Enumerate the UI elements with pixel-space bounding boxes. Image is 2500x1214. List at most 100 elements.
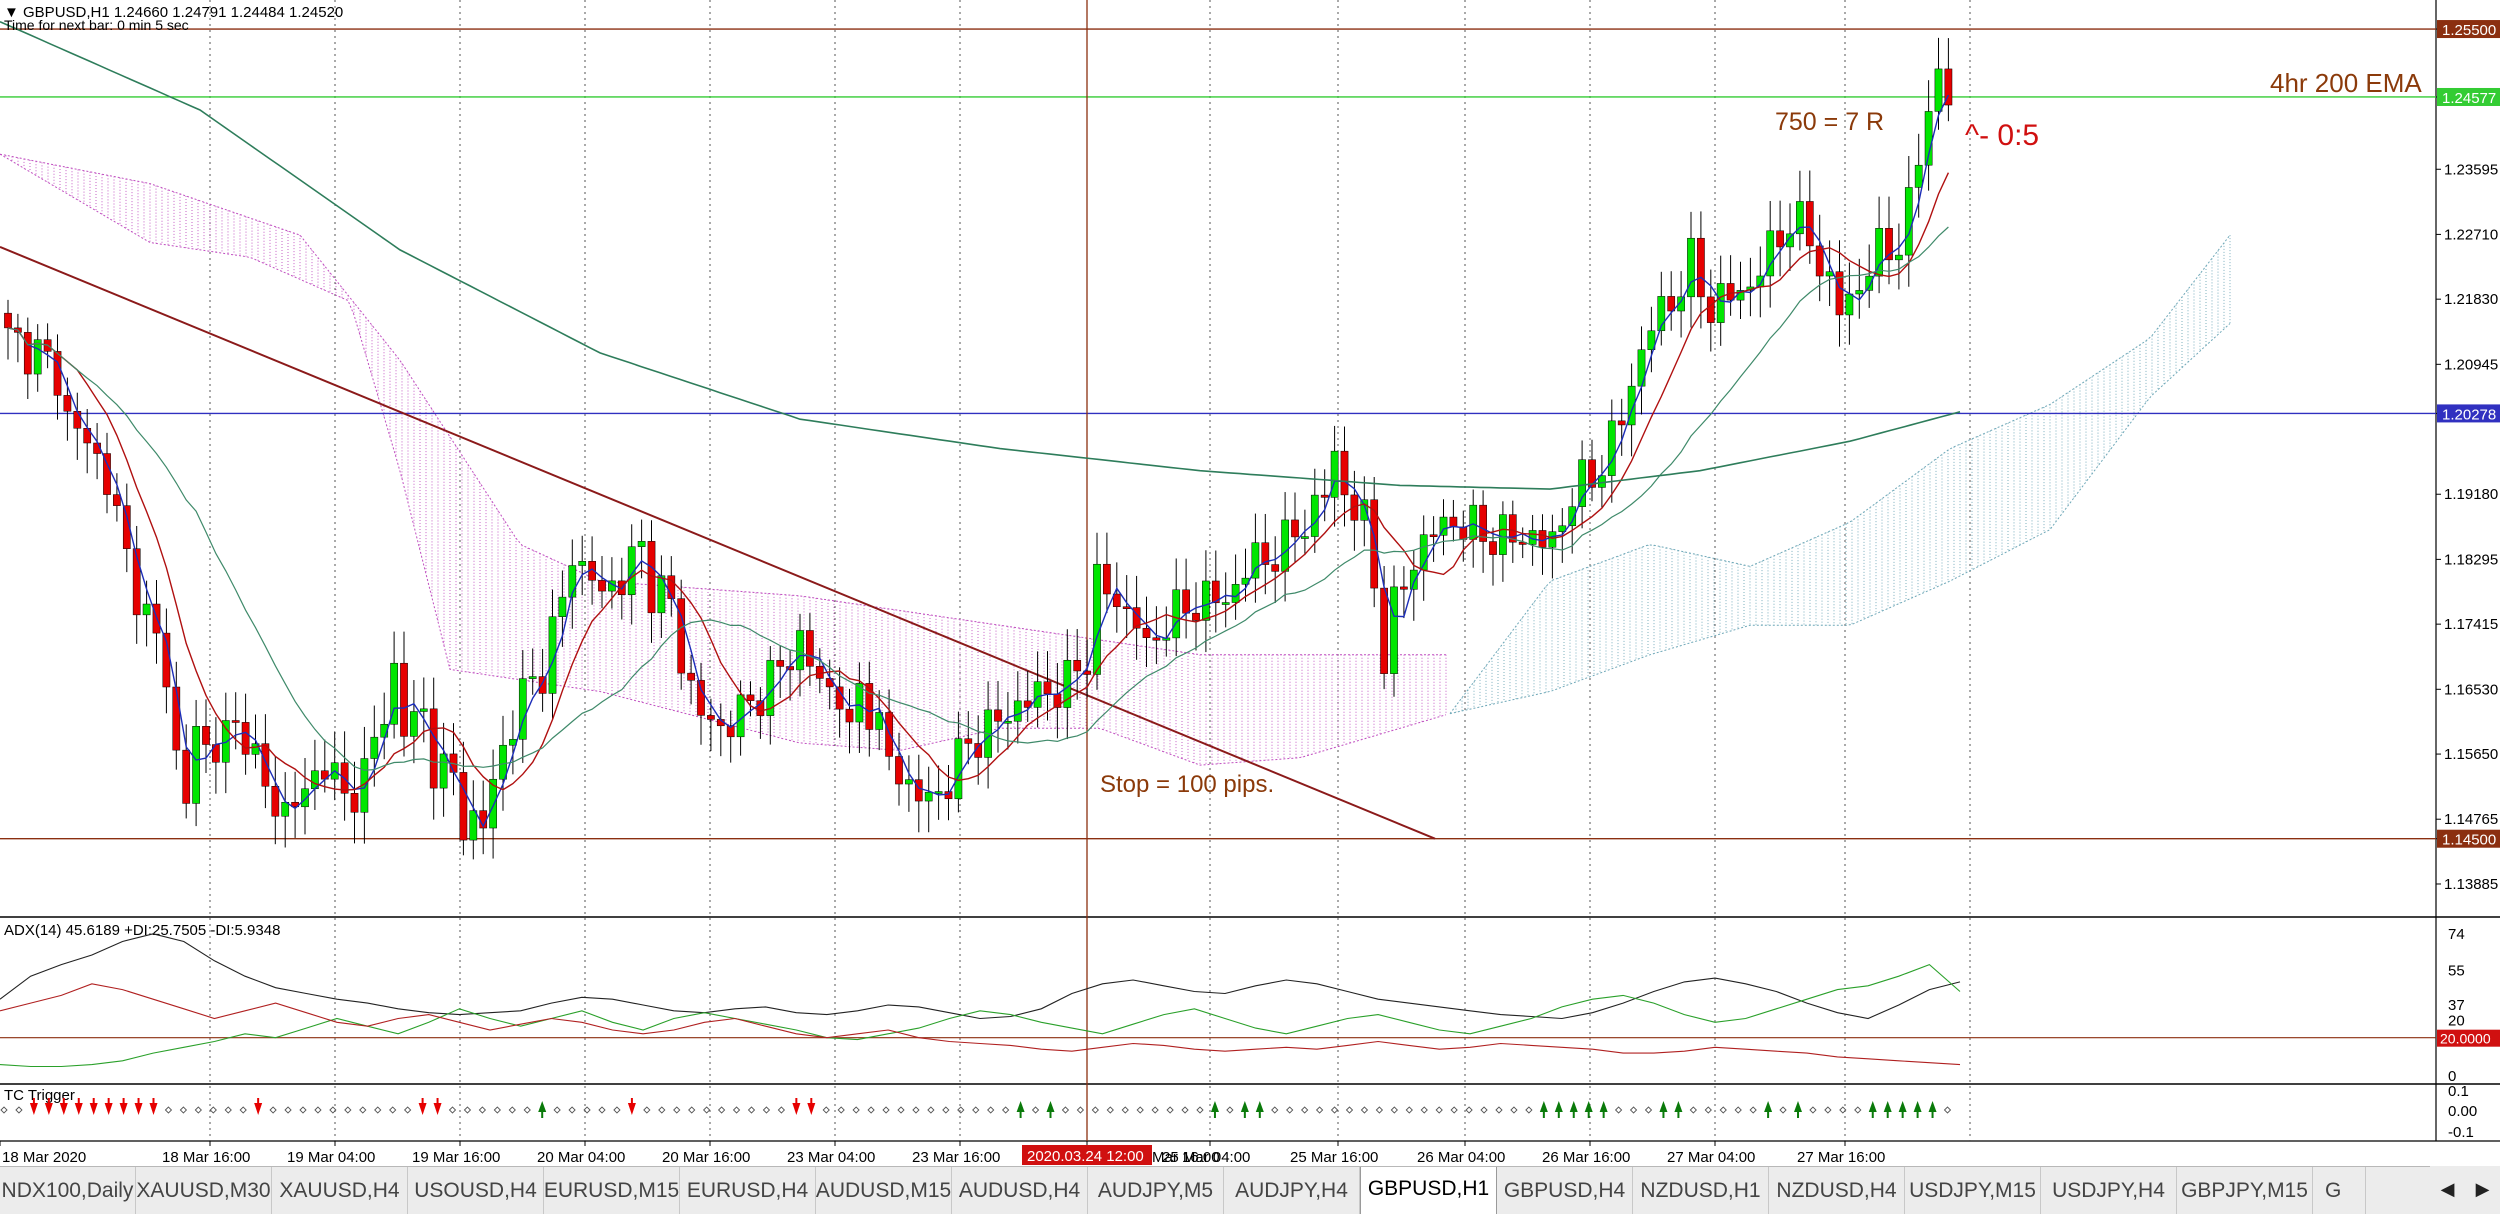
candle — [439, 722, 448, 817]
price-axis-label: 1.22710 — [2444, 226, 2498, 243]
tab-gbpusd-h1[interactable]: GBPUSD,H1 — [1360, 1167, 1497, 1214]
tab-g[interactable]: G — [2313, 1167, 2366, 1214]
tc-neutral-marker — [1719, 1106, 1727, 1114]
candle — [548, 589, 557, 719]
tab-audjpy-h4[interactable]: AUDJPY,H4 — [1224, 1167, 1360, 1214]
crosshair-time-tag — [1022, 1145, 1152, 1165]
tab-eurusd-m15[interactable]: EURUSD,M15 — [544, 1167, 680, 1214]
tc-down-arrow — [104, 1103, 113, 1115]
candle-body — [1281, 519, 1289, 572]
tab-usdjpy-m15[interactable]: USDJPY,M15 — [1905, 1167, 2041, 1214]
tc-neutral-marker — [269, 1106, 277, 1114]
candle — [1301, 509, 1309, 556]
candle — [885, 689, 893, 771]
price-tag-label: 1.14500 — [2442, 832, 2496, 849]
price-chart[interactable]: 1.25500 1.24577 1.23595 1.22710 1.21830 1.209… — [0, 0, 2500, 1166]
tab-audusd-h4[interactable]: AUDUSD,H4 — [952, 1167, 1088, 1214]
time-axis-label: Mar 16:00 — [1152, 1149, 1220, 1166]
tab-gbpusd-h4[interactable]: GBPUSD,H4 — [1497, 1167, 1633, 1214]
tab-usousd-h4[interactable]: USOUSD,H4 — [408, 1167, 544, 1214]
candle-body — [865, 683, 874, 730]
tab-xauusd-m30[interactable]: XAUUSD,M30 — [136, 1167, 272, 1214]
candle — [202, 699, 210, 774]
candle — [1944, 38, 1953, 122]
crosshair-time-label: 2020.03.24 12:00 — [1027, 1148, 1144, 1165]
candle — [1548, 514, 1557, 579]
tab-next-icon[interactable]: ▶ — [2475, 1179, 2490, 1199]
tc-up-arrow — [1046, 1101, 1055, 1112]
candle-body — [1647, 330, 1656, 351]
tc-down-arrow — [149, 1103, 158, 1115]
candle-body — [1499, 514, 1507, 555]
candle — [687, 654, 695, 705]
candle-body — [776, 660, 785, 667]
price-tag-1.14500 — [2437, 829, 2500, 848]
candle — [1409, 550, 1418, 621]
tc-neutral-marker — [1315, 1106, 1324, 1114]
tc-neutral-marker — [1360, 1106, 1369, 1114]
candle-body — [1043, 681, 1052, 695]
candle-body — [1340, 450, 1349, 496]
candle-body — [1112, 593, 1121, 607]
candle — [994, 680, 1002, 753]
candle-body — [1380, 587, 1388, 674]
candle — [1271, 536, 1280, 604]
candle-body — [627, 546, 636, 595]
candle — [1320, 469, 1329, 522]
tc-neutral-marker — [493, 1106, 501, 1114]
candle-body — [103, 453, 111, 495]
candle-body — [1914, 164, 1923, 188]
tc-neutral-marker — [314, 1106, 322, 1114]
candle-body — [142, 603, 151, 616]
candle-body — [1320, 494, 1329, 498]
tab-nzdusd-h1[interactable]: NZDUSD,H1 — [1633, 1167, 1769, 1214]
tc-neutral-marker — [1121, 1106, 1129, 1114]
tc-up-arrow — [1599, 1101, 1608, 1112]
tc-neutral-marker — [1226, 1106, 1234, 1114]
time-axis-label: 20 Mar 16:00 — [662, 1149, 750, 1166]
time-axis-label: 23 Mar 04:00 — [787, 1149, 875, 1166]
tc-down-arrow — [44, 1103, 53, 1115]
candle — [301, 758, 309, 835]
tab-eurusd-h4[interactable]: EURUSD,H4 — [680, 1167, 816, 1214]
tc-neutral-marker — [404, 1106, 412, 1114]
price-axis-label: 1.16530 — [2444, 681, 2498, 698]
candle — [1291, 492, 1299, 563]
price-axis-label: 1.14765 — [2444, 811, 2498, 828]
tab-audusd-m15[interactable]: AUDUSD,M15 — [816, 1167, 952, 1214]
candle-body — [1865, 275, 1874, 291]
tc-neutral-marker — [1839, 1106, 1847, 1114]
tc-neutral-marker — [688, 1106, 696, 1114]
tc-neutral-marker — [747, 1106, 756, 1114]
tab-xauusd-h4[interactable]: XAUUSD,H4 — [272, 1167, 408, 1214]
tab-gbpjpy-m15[interactable]: GBPJPY,M15 — [2177, 1167, 2313, 1214]
tc-neutral-marker — [164, 1106, 173, 1114]
tc-up-arrow — [1539, 1101, 1548, 1112]
candle-body — [241, 722, 250, 755]
price-tag-1.24577 — [2437, 87, 2500, 106]
tc-down-arrow — [134, 1103, 143, 1115]
tc-neutral-marker — [1390, 1106, 1398, 1114]
tc-up-arrow — [1868, 1101, 1877, 1112]
candle-body — [1805, 201, 1814, 247]
candle-body — [944, 791, 953, 800]
tc-neutral-marker — [1345, 1106, 1354, 1114]
tc-neutral-marker — [0, 1106, 8, 1114]
tab-nzdusd-h4[interactable]: NZDUSD,H4 — [1769, 1167, 1905, 1214]
tab-prev-icon[interactable]: ◀ — [2440, 1179, 2455, 1199]
candle-body — [1202, 580, 1210, 621]
candle — [1588, 439, 1596, 502]
tab-ndx100-daily[interactable]: NDX100,Daily — [0, 1167, 136, 1214]
tab-audjpy-m5[interactable]: AUDJPY,M5 — [1088, 1167, 1224, 1214]
tc-neutral-marker — [344, 1106, 352, 1114]
tc-neutral-marker — [224, 1106, 232, 1114]
candle — [350, 761, 359, 844]
candle — [756, 687, 765, 739]
time-axis-label: 19 Mar 04:00 — [287, 1149, 375, 1166]
time-axis-label: 18 Mar 2020 — [2, 1149, 86, 1166]
candle — [459, 741, 468, 856]
tab-usdjpy-h4[interactable]: USDJPY,H4 — [2041, 1167, 2177, 1214]
tc-neutral-marker — [448, 1106, 457, 1114]
candle — [1350, 470, 1359, 551]
candle — [1855, 258, 1864, 319]
